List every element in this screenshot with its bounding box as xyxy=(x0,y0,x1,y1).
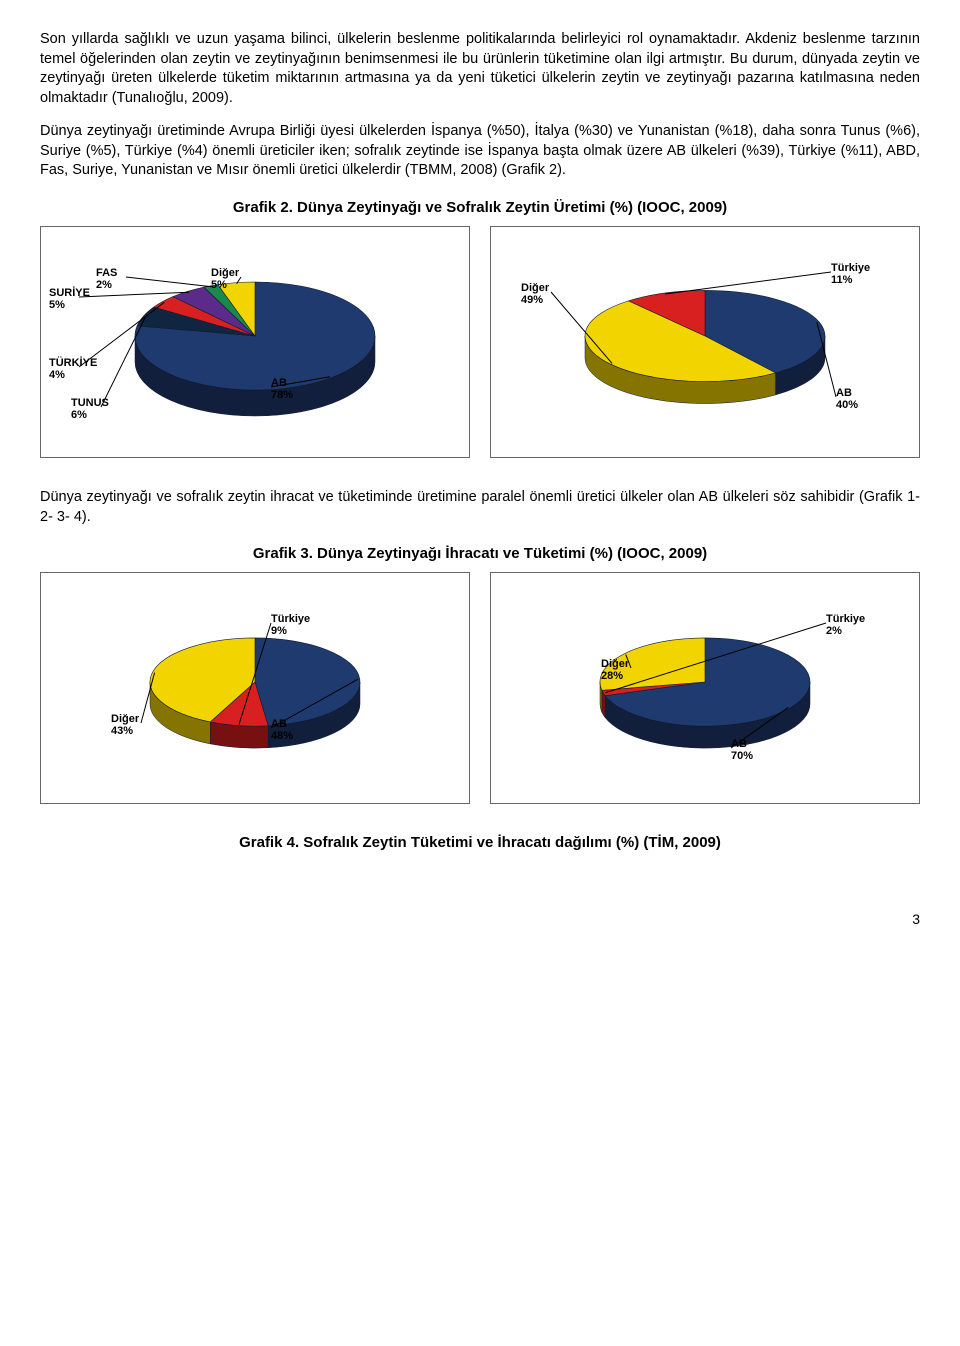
chart-label: Türkiye11% xyxy=(831,262,870,286)
chart-label: TUNUS6% xyxy=(71,397,109,421)
chart-label: TÜRKİYE4% xyxy=(49,357,97,381)
chart-label: AB40% xyxy=(836,387,858,411)
chart-label: SURİYE5% xyxy=(49,287,90,311)
chart-title-g2: Grafik 2. Dünya Zeytinyağı ve Sofralık Z… xyxy=(40,199,920,216)
chart-label: Diğer43% xyxy=(111,713,139,737)
paragraph-2: Dünya zeytinyağı üretiminde Avrupa Birli… xyxy=(40,122,920,181)
chart-label: Diğer49% xyxy=(521,282,549,306)
paragraph-3: Dünya zeytinyağı ve sofralık zeytin ihra… xyxy=(40,488,920,527)
chart-label: Diğer28% xyxy=(601,658,629,682)
chart-row-g2: AB78% TUNUS6% TÜRKİYE4% SURİYE5% FAS2% Diğer5… xyxy=(40,226,920,458)
page-number: 3 xyxy=(40,911,920,927)
chart-label: AB70% xyxy=(731,738,753,762)
chart-g3-right: AB70% Türkiye2% Diğer28% xyxy=(490,572,920,804)
chart-label: FAS2% xyxy=(96,267,117,291)
chart-g3-left: AB48% Türkiye9% Diğer43% xyxy=(40,572,470,804)
chart-label: Türkiye9% xyxy=(271,613,310,637)
chart-label: AB48% xyxy=(271,718,293,742)
chart-label: Diğer5% xyxy=(211,267,239,291)
chart-label: AB78% xyxy=(271,377,293,401)
chart-title-g4: Grafik 4. Sofralık Zeytin Tüketimi ve İh… xyxy=(40,834,920,851)
chart-g2-left: AB78% TUNUS6% TÜRKİYE4% SURİYE5% FAS2% Diğer5… xyxy=(40,226,470,458)
chart-row-g3: AB48% Türkiye9% Diğer43% AB70% Türkiye2% Diğ… xyxy=(40,572,920,804)
paragraph-1: Son yıllarda sağlıklı ve uzun yaşama bil… xyxy=(40,30,920,108)
chart-label: Türkiye2% xyxy=(826,613,865,637)
chart-title-g3: Grafik 3. Dünya Zeytinyağı İhracatı ve T… xyxy=(40,545,920,562)
chart-g2-right: AB40% Diğer49% Türkiye11% xyxy=(490,226,920,458)
